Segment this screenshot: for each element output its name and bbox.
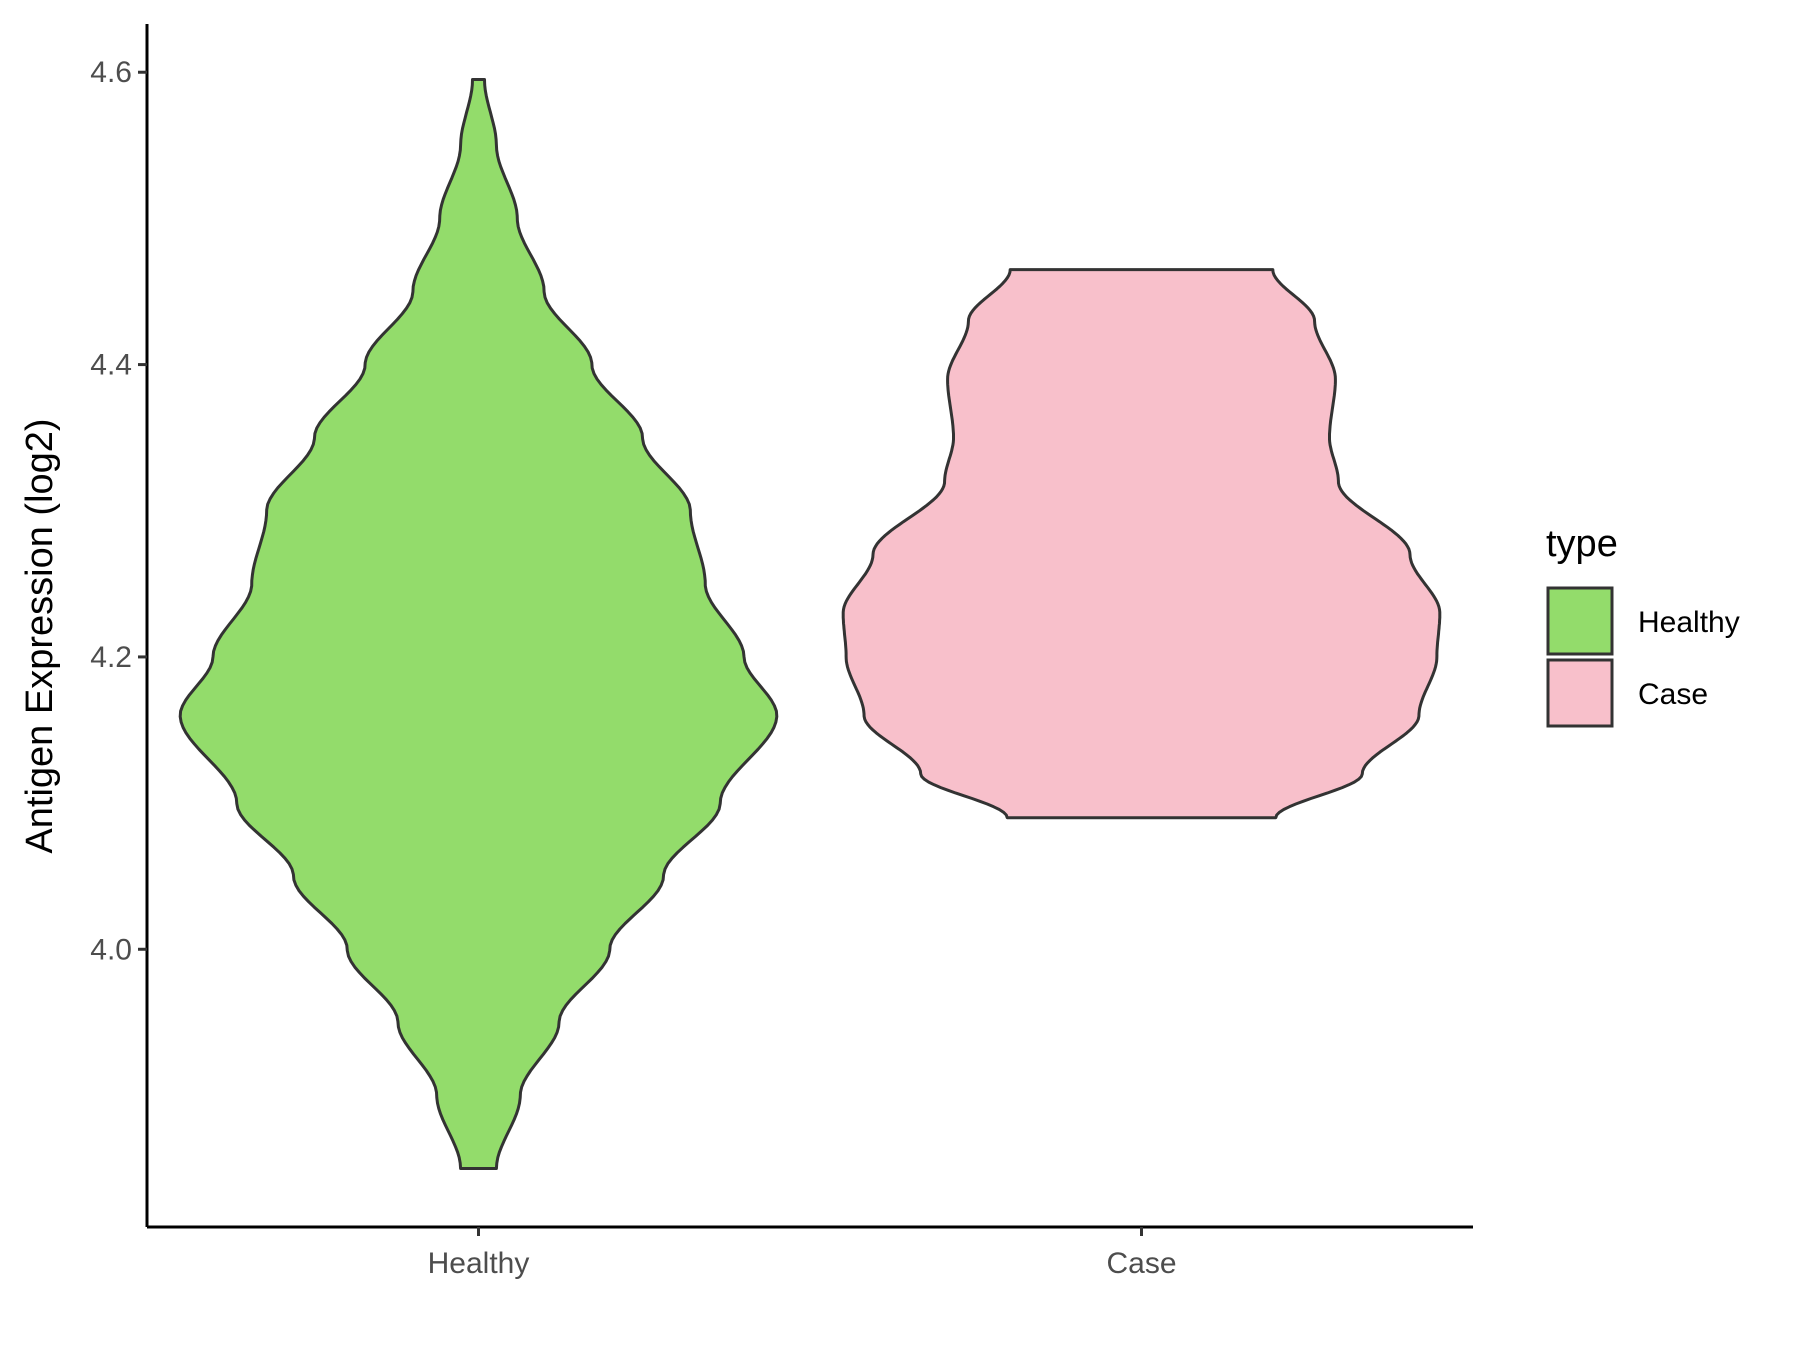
violin-case	[841, 268, 1442, 820]
axes-layer: 4.0 4.2 4.4 4.6 Healthy Case	[90, 24, 1473, 1280]
violins-layer	[178, 78, 1442, 1170]
legend-label-case: Case	[1638, 678, 1708, 711]
y-tick-label: 4.6	[90, 56, 132, 89]
y-axis-title: Antigen Expression (log2)	[19, 418, 61, 853]
y-tick-label: 4.4	[90, 349, 132, 382]
y-tick-label: 4.0	[90, 933, 132, 966]
x-tick-label: Healthy	[428, 1247, 530, 1280]
legend-title: type	[1546, 523, 1618, 565]
x-tick-label: Case	[1106, 1247, 1176, 1280]
legend-key-healthy	[1546, 586, 1614, 656]
violin-healthy	[178, 78, 779, 1170]
legend: type Healthy Case	[1546, 523, 1740, 728]
y-tick-label: 4.2	[90, 641, 132, 674]
legend-label-healthy: Healthy	[1638, 606, 1740, 639]
legend-key-case	[1546, 658, 1614, 728]
